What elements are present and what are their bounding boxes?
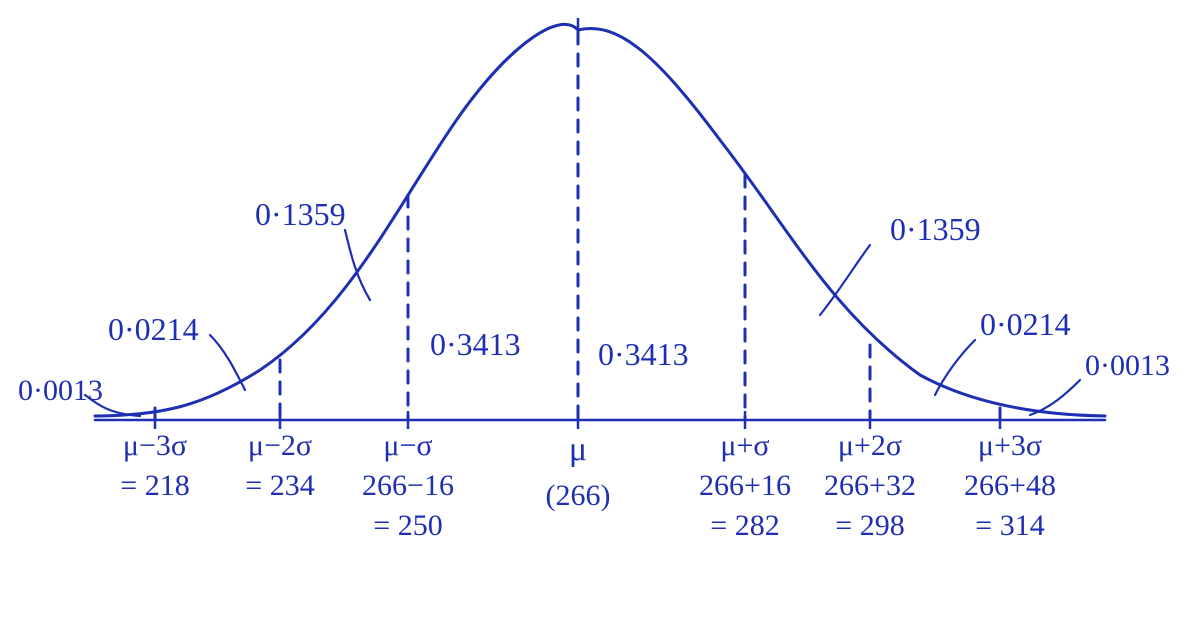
area-prob-p_m2p: 0·0214 xyxy=(980,306,1071,342)
pointer-ptr_m1n xyxy=(345,230,370,300)
axis-label-m3n-line0: μ−3σ xyxy=(123,429,187,462)
axis-label-mu-line1: (266) xyxy=(546,479,611,512)
axis-label-m3p-line2: = 314 xyxy=(975,509,1044,542)
axis-label-m3p-line0: μ+3σ xyxy=(978,429,1042,462)
axis-label-m2p-line0: μ+2σ xyxy=(838,429,902,462)
axis-label-m1n-line1: 266−16 xyxy=(362,469,454,502)
axis-label-m2n-line0: μ−2σ xyxy=(248,429,312,462)
area-prob-p_m1n: 0·1359 xyxy=(255,196,346,232)
axis-label-m2p-line2: = 298 xyxy=(835,509,904,542)
axis-label-m1p-line0: μ+σ xyxy=(720,429,769,462)
axis-label-m1p-line1: 266+16 xyxy=(699,469,791,502)
axis-label-mu-line0: μ xyxy=(569,431,587,468)
axis-label-m3p-line1: 266+48 xyxy=(964,469,1056,502)
pointer-ptr_m2n xyxy=(210,335,245,390)
axis-label-m3n-line1: = 218 xyxy=(120,469,189,502)
area-prob-p_m1p: 0·1359 xyxy=(890,211,981,247)
area-prob-p_c1p: 0·3413 xyxy=(598,336,689,372)
axis-label-m1p-line2: = 282 xyxy=(710,509,779,542)
axis-label-m2p: μ+2σ 266+32 = 298 xyxy=(824,429,916,542)
area-prob-p_m2n: 0·0214 xyxy=(108,311,199,347)
axis-label-m1p: μ+σ 266+16 = 282 xyxy=(699,429,791,542)
normal-distribution-diagram: 0·00130·02140·13590·34130·34130·13590·02… xyxy=(0,0,1200,623)
axis-label-m3n: μ−3σ = 218 xyxy=(120,429,189,502)
axis-label-m2n: μ−2σ = 234 xyxy=(245,429,314,502)
area-prob-p_m3n: 0·0013 xyxy=(18,374,103,407)
axis-label-m2n-line1: = 234 xyxy=(245,469,314,502)
axis-label-m2p-line1: 266+32 xyxy=(824,469,916,502)
axis-label-m1n-line2: = 250 xyxy=(373,509,442,542)
axis-label-m1n-line0: μ−σ xyxy=(383,429,432,462)
axis-label-m3p: μ+3σ 266+48 = 314 xyxy=(964,429,1056,542)
area-prob-p_c1n: 0·3413 xyxy=(430,326,521,362)
axis-label-mu: μ (266) xyxy=(546,431,611,512)
area-prob-p_m3p: 0·0013 xyxy=(1085,349,1170,382)
axis-label-m1n: μ−σ 266−16 = 250 xyxy=(362,429,454,542)
